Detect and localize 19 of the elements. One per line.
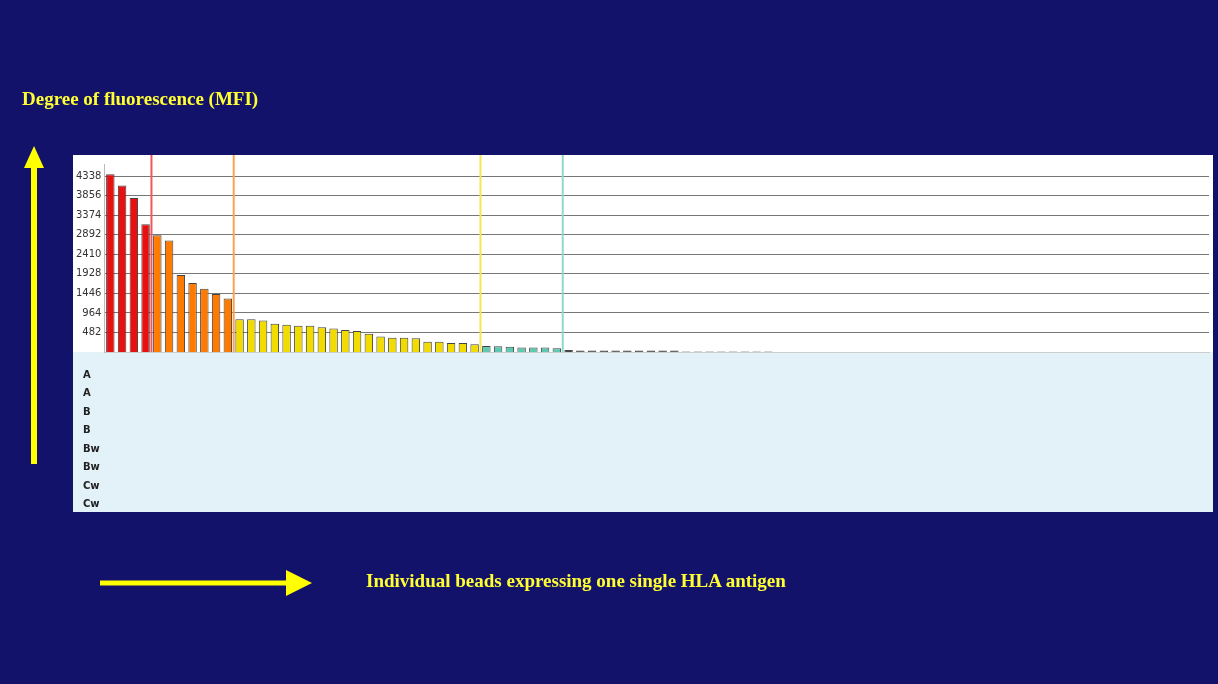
y-tick-label: 964 [82, 306, 102, 318]
text: Individual beads expressing one single HLA antigen [366, 570, 786, 592]
text: Cw [83, 498, 100, 510]
text: A [83, 387, 91, 399]
text: B [83, 405, 91, 417]
y-tick-label: 3374 [76, 208, 102, 220]
text: Bw [83, 442, 100, 454]
text: A [83, 368, 91, 380]
text: Bw [83, 461, 100, 473]
text: Cw [83, 479, 100, 491]
y-tick-label: 1446 [76, 287, 102, 299]
y-tick-label: 2410 [76, 247, 102, 259]
text: B [83, 424, 91, 436]
y-tick-label: 1928 [76, 267, 102, 279]
y-tick-label: 4338 [76, 169, 102, 181]
y-axis-title: Degree of fluorescence (MFI) [22, 87, 260, 111]
y-tick-label: 2892 [76, 228, 102, 240]
y-tick-label: 3856 [76, 189, 102, 201]
y-tick-label: 482 [82, 326, 102, 338]
